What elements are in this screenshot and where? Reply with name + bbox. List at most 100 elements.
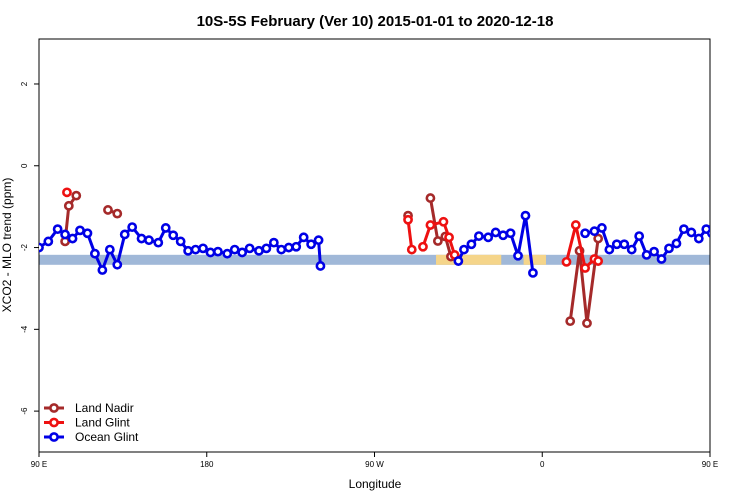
land-glint-point bbox=[444, 232, 454, 243]
ocean-glint-point bbox=[229, 244, 240, 255]
ocean-glint-point bbox=[528, 267, 538, 278]
land-nadir-point bbox=[63, 200, 74, 211]
ocean-glint-point bbox=[306, 239, 317, 250]
land-band-segment bbox=[523, 254, 533, 265]
land-glint-point bbox=[62, 187, 72, 198]
ocean-glint-point bbox=[649, 246, 659, 257]
ocean-glint-point bbox=[97, 265, 108, 275]
ocean-glint-point bbox=[82, 228, 93, 239]
ocean-glint-point bbox=[52, 224, 63, 235]
ocean-glint-point bbox=[60, 229, 70, 240]
land-band-segment bbox=[436, 254, 502, 265]
ocean-glint-point bbox=[490, 227, 501, 238]
ocean-glint-point bbox=[686, 227, 697, 238]
land-nadir-point bbox=[582, 318, 592, 329]
ocean-glint-point bbox=[144, 235, 154, 246]
legend-label-land-nadir: Land Nadir bbox=[75, 401, 134, 415]
ocean-glint-point bbox=[611, 239, 622, 250]
land-glint-point bbox=[425, 220, 436, 230]
ocean-glint-point bbox=[513, 250, 523, 261]
ocean-glint-point bbox=[315, 261, 326, 271]
ocean-glint-point bbox=[244, 243, 255, 254]
land-glint-point bbox=[732, 189, 739, 196]
ocean-glint-point bbox=[466, 239, 477, 250]
ocean-glint-point bbox=[313, 235, 324, 246]
ocean-glint-point bbox=[127, 222, 138, 232]
ocean-glint-point bbox=[75, 225, 85, 236]
ocean-glint-point bbox=[716, 250, 723, 257]
ocean-glint-point bbox=[67, 233, 78, 244]
ocean-glint-point bbox=[160, 223, 171, 233]
ocean-glint-point bbox=[175, 236, 186, 247]
ocean-glint-point bbox=[254, 245, 264, 256]
ocean-glint-point bbox=[222, 248, 233, 259]
ocean-glint-point bbox=[483, 232, 494, 243]
plot-area: 90 E 180 90 W 0 90 E 2 0 -2 -4 -6 bbox=[20, 38, 745, 469]
ocean-glint-point bbox=[679, 224, 689, 235]
land-nadir-point bbox=[71, 190, 82, 201]
ocean-glint-point bbox=[505, 228, 516, 239]
y-tick-label: 2 bbox=[20, 81, 29, 86]
land-nadir-point bbox=[565, 316, 576, 327]
ocean-glint-point bbox=[738, 261, 745, 268]
ocean-glint-point bbox=[596, 223, 607, 233]
ocean-glint-point bbox=[119, 229, 130, 240]
ocean-glint-point bbox=[291, 241, 302, 252]
ocean-glint-point bbox=[104, 244, 115, 255]
ocean-glint-point bbox=[589, 226, 600, 237]
ocean-glint-point bbox=[656, 254, 667, 264]
x-axis-label: Longitude bbox=[349, 477, 402, 491]
land-nadir-point bbox=[103, 205, 113, 215]
ocean-glint-point bbox=[276, 244, 287, 255]
x-tick-label: 90 W bbox=[365, 460, 384, 469]
land-glint-point bbox=[418, 241, 428, 252]
ocean-glint-point bbox=[298, 232, 309, 243]
ocean-glint-point bbox=[261, 243, 272, 254]
x-tick-label: 0 bbox=[540, 460, 545, 469]
land-nadir-point bbox=[731, 238, 738, 245]
ocean-glint-point bbox=[205, 247, 216, 258]
ocean-glint-point bbox=[459, 244, 469, 255]
ocean-glint-point bbox=[198, 243, 208, 254]
legend-marker-ocean-glint bbox=[49, 432, 59, 442]
chart-title: 10S-5S February (Ver 10) 2015-01-01 to 2… bbox=[197, 13, 554, 30]
ocean-glint-point bbox=[90, 248, 100, 259]
land-glint-point bbox=[403, 214, 413, 225]
ocean-glint-point bbox=[723, 266, 730, 273]
x-tick-label: 180 bbox=[200, 460, 214, 469]
ocean-glint-point bbox=[136, 233, 147, 244]
ocean-glint-point bbox=[731, 246, 738, 253]
ocean-glint-point bbox=[634, 231, 645, 241]
y-tick-label: 0 bbox=[20, 163, 29, 168]
ocean-glint-point bbox=[473, 231, 484, 241]
ocean-glint-point bbox=[43, 236, 54, 247]
land-glint-line bbox=[406, 219, 414, 250]
legend-label-ocean-glint: Ocean Glint bbox=[75, 430, 139, 444]
ocean-glint-point bbox=[168, 230, 179, 241]
ocean-glint-point bbox=[283, 242, 294, 253]
land-glint-point bbox=[406, 244, 417, 255]
land-band-segment bbox=[532, 254, 546, 265]
land-nadir-point bbox=[432, 236, 443, 246]
ocean-glint-point bbox=[580, 228, 591, 239]
land-glint-point bbox=[438, 216, 449, 227]
ocean-glint-point bbox=[153, 237, 164, 248]
ocean-glint-point bbox=[693, 233, 704, 244]
land-nadir-line bbox=[568, 238, 600, 325]
legend-marker-land-nadir bbox=[49, 403, 59, 413]
y-tick-label: -4 bbox=[20, 325, 29, 333]
land-nadir-point bbox=[593, 233, 604, 244]
ocean-glint-point bbox=[706, 228, 710, 238]
legend-marker-land-glint bbox=[49, 417, 59, 428]
land-nadir-point bbox=[425, 193, 436, 203]
ocean-glint-point bbox=[671, 238, 682, 249]
ocean-glint-point bbox=[190, 244, 201, 255]
legend-label-land-glint: Land Glint bbox=[75, 416, 130, 430]
ocean-glint-point bbox=[641, 250, 652, 260]
land-glint-point bbox=[561, 256, 572, 267]
ocean-glint-point bbox=[237, 247, 248, 258]
land-nadir-point bbox=[112, 208, 123, 219]
ocean-glint-point bbox=[183, 245, 194, 256]
ocean-glint-point bbox=[39, 242, 44, 253]
